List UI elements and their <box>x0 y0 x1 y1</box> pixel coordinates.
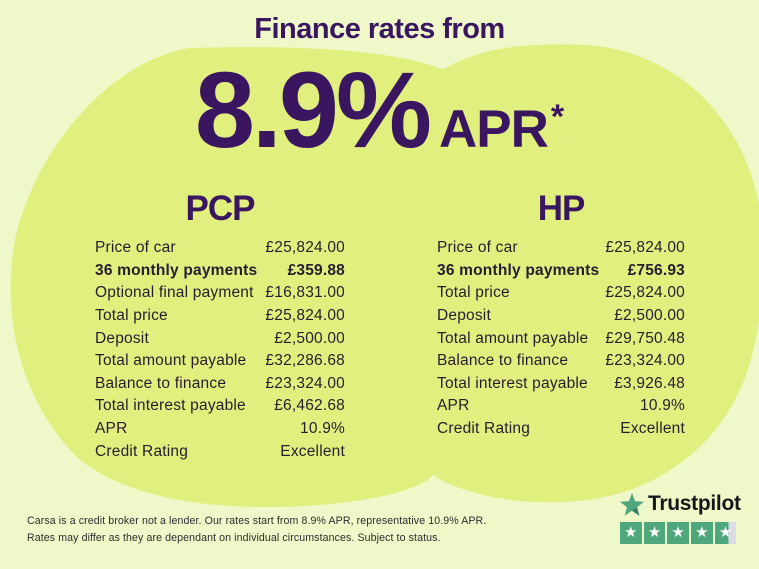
right-blob <box>392 44 759 503</box>
row-label: 36 monthly payments <box>95 261 258 279</box>
rating-star-box: ★ <box>667 522 689 544</box>
row-value: £3,926.48 <box>614 374 685 392</box>
row-value: 10.9% <box>300 420 345 438</box>
hp-table: Price of car £25,824.00 36 monthly payment… <box>437 237 685 440</box>
row-label: Total interest payable <box>437 374 588 392</box>
row-label: APR <box>95 420 128 438</box>
row-value: £2,500.00 <box>274 329 345 347</box>
row-value: Excellent <box>620 420 685 438</box>
table-row: Price of car £25,824.00 <box>437 237 685 260</box>
row-label: Balance to finance <box>437 352 569 370</box>
banner-title: Finance rates from <box>254 13 505 45</box>
row-value: £756.93 <box>627 261 685 279</box>
row-value: Excellent <box>280 442 345 460</box>
row-label: Price of car <box>95 239 176 257</box>
trustpilot-brand: Trustpilot <box>648 492 741 515</box>
row-label: Total amount payable <box>95 352 247 370</box>
table-row: Optional final payment £16,831.00 <box>95 282 345 305</box>
star-icon: ★ <box>624 523 638 542</box>
row-label: Total price <box>95 307 168 325</box>
row-label: Total interest payable <box>95 397 246 415</box>
row-label: Optional final payment <box>95 284 254 302</box>
table-row: 36 monthly payments £359.88 <box>95 260 345 283</box>
row-value: 10.9% <box>640 397 685 415</box>
row-value: £16,831.00 <box>265 284 345 302</box>
rate-value: 8.9% <box>194 49 432 170</box>
row-value: £32,286.68 <box>265 352 345 370</box>
rating-star-box: ★ <box>691 522 713 544</box>
disclaimer: Carsa is a credit broker not a lender. O… <box>27 513 486 546</box>
row-label: Total amount payable <box>437 329 589 347</box>
rating-star-box: ★ <box>714 522 737 544</box>
row-label: Deposit <box>95 329 149 347</box>
pcp-table: Price of car £25,824.00 36 monthly payment… <box>95 237 345 463</box>
table-row: Deposit £2,500.00 <box>437 305 685 328</box>
rate-asterisk: * <box>550 98 565 136</box>
row-value: £23,324.00 <box>265 374 345 392</box>
row-label: Total price <box>437 284 510 302</box>
row-value: £25,824.00 <box>265 239 345 257</box>
table-row: Credit Rating Excellent <box>437 418 685 441</box>
table-row: Total interest payable £3,926.48 <box>437 373 685 396</box>
row-value: £2,500.00 <box>614 307 685 325</box>
table-row: Credit Rating Excellent <box>95 440 345 463</box>
row-label: Credit Rating <box>437 420 531 438</box>
trustpilot-logo: Trustpilot <box>620 492 741 516</box>
row-value: £6,462.68 <box>274 397 345 415</box>
table-row: Deposit £2,500.00 <box>95 327 345 350</box>
table-row: Total price £25,824.00 <box>437 282 685 305</box>
trustpilot-widget[interactable]: Trustpilot ★ ★ ★ ★ ★ <box>620 492 741 544</box>
table-row: Price of car £25,824.00 <box>95 237 345 260</box>
headline-rate: 8.9% APR * <box>0 56 759 164</box>
row-label: Price of car <box>437 239 518 257</box>
row-label: Credit Rating <box>95 442 189 460</box>
table-row: APR 10.9% <box>95 418 345 441</box>
rate-unit: APR <box>439 100 549 159</box>
row-value: £25,824.00 <box>605 284 685 302</box>
table-row: Balance to finance £23,324.00 <box>95 373 345 396</box>
table-row: 36 monthly payments £756.93 <box>437 260 685 283</box>
table-row: Total amount payable £29,750.48 <box>437 327 685 350</box>
row-label: 36 monthly payments <box>437 261 600 279</box>
row-label: Balance to finance <box>95 374 227 392</box>
table-row: Total interest payable £6,462.68 <box>95 395 345 418</box>
row-label: APR <box>437 397 470 415</box>
star-icon: ★ <box>695 523 709 542</box>
table-row: Balance to finance £23,324.00 <box>437 350 685 373</box>
table-row: Total amount payable £32,286.68 <box>95 350 345 373</box>
row-value: £25,824.00 <box>605 239 685 257</box>
row-label: Deposit <box>437 307 491 325</box>
row-value: £359.88 <box>287 261 345 279</box>
star-icon: ★ <box>671 523 685 542</box>
pcp-table-title: PCP <box>185 189 256 228</box>
star-icon: ★ <box>647 523 662 542</box>
hp-table-title: HP <box>537 189 586 228</box>
row-value: £25,824.00 <box>265 307 345 325</box>
table-row: Total price £25,824.00 <box>95 305 345 328</box>
star-icon: ★ <box>718 523 733 542</box>
disclaimer-line1: Carsa is a credit broker not a lender. O… <box>27 515 487 527</box>
row-value: £23,324.00 <box>605 352 685 370</box>
trustpilot-rating-stars: ★ ★ ★ ★ ★ <box>620 522 741 544</box>
disclaimer-line2: Rates may differ as they are dependant o… <box>27 531 441 544</box>
row-value: £29,750.48 <box>605 329 685 347</box>
rating-star-box: ★ <box>643 522 666 544</box>
trustpilot-star-icon <box>620 492 644 516</box>
rating-star-box: ★ <box>620 522 642 544</box>
table-row: APR 10.9% <box>437 395 685 418</box>
left-blob <box>10 47 482 508</box>
